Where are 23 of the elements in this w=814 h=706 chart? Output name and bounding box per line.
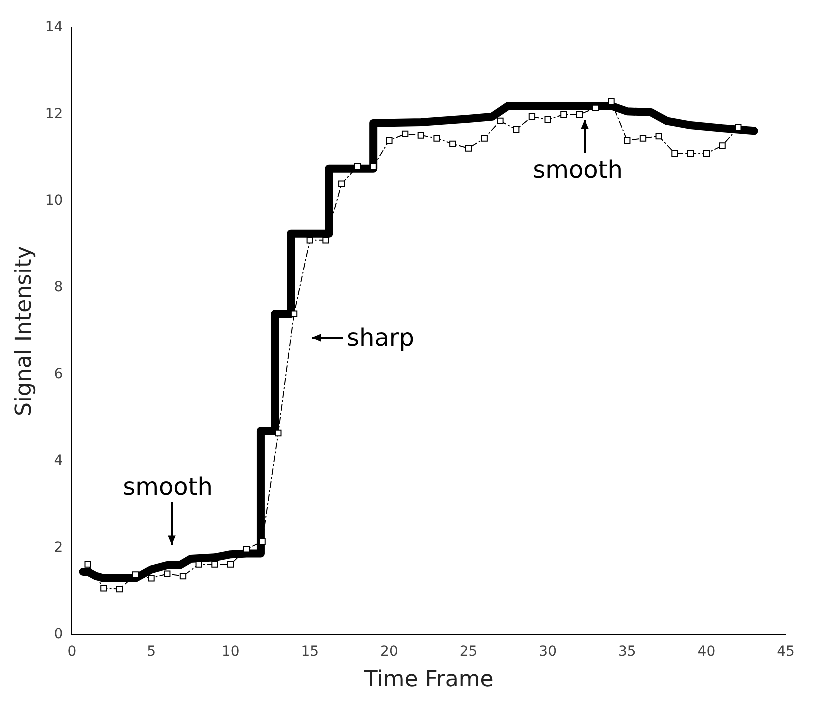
x-tick-label: 0 xyxy=(68,644,77,660)
annotation: sharp xyxy=(347,324,415,352)
x-tick-label: 15 xyxy=(301,644,320,660)
x-tick-label: 5 xyxy=(147,644,156,660)
x-tick-label: 25 xyxy=(460,644,478,660)
y-tick-label: 4 xyxy=(54,453,64,470)
y-tick-label: 2 xyxy=(54,540,64,556)
y-tick-label: 14 xyxy=(45,20,64,36)
x-tick-label: 40 xyxy=(698,644,716,660)
x-tick-label: 20 xyxy=(380,644,398,660)
x-tick-label: 45 xyxy=(777,644,795,660)
y-axis-title: Signal Intensity xyxy=(12,246,37,417)
x-axis-title: Time Frame xyxy=(363,668,494,693)
y-tick-label: 8 xyxy=(54,280,64,296)
x-tick-label: 30 xyxy=(539,644,557,660)
annotation: smooth xyxy=(533,156,623,184)
y-tick-label: 6 xyxy=(54,366,64,382)
y-tick-label: 0 xyxy=(54,626,64,642)
annotation: smooth xyxy=(123,473,213,501)
y-tick-label: 12 xyxy=(45,106,64,122)
y-tick-label: 10 xyxy=(45,193,64,210)
x-tick-label: 10 xyxy=(222,644,240,660)
x-tick-label: 35 xyxy=(618,644,636,660)
